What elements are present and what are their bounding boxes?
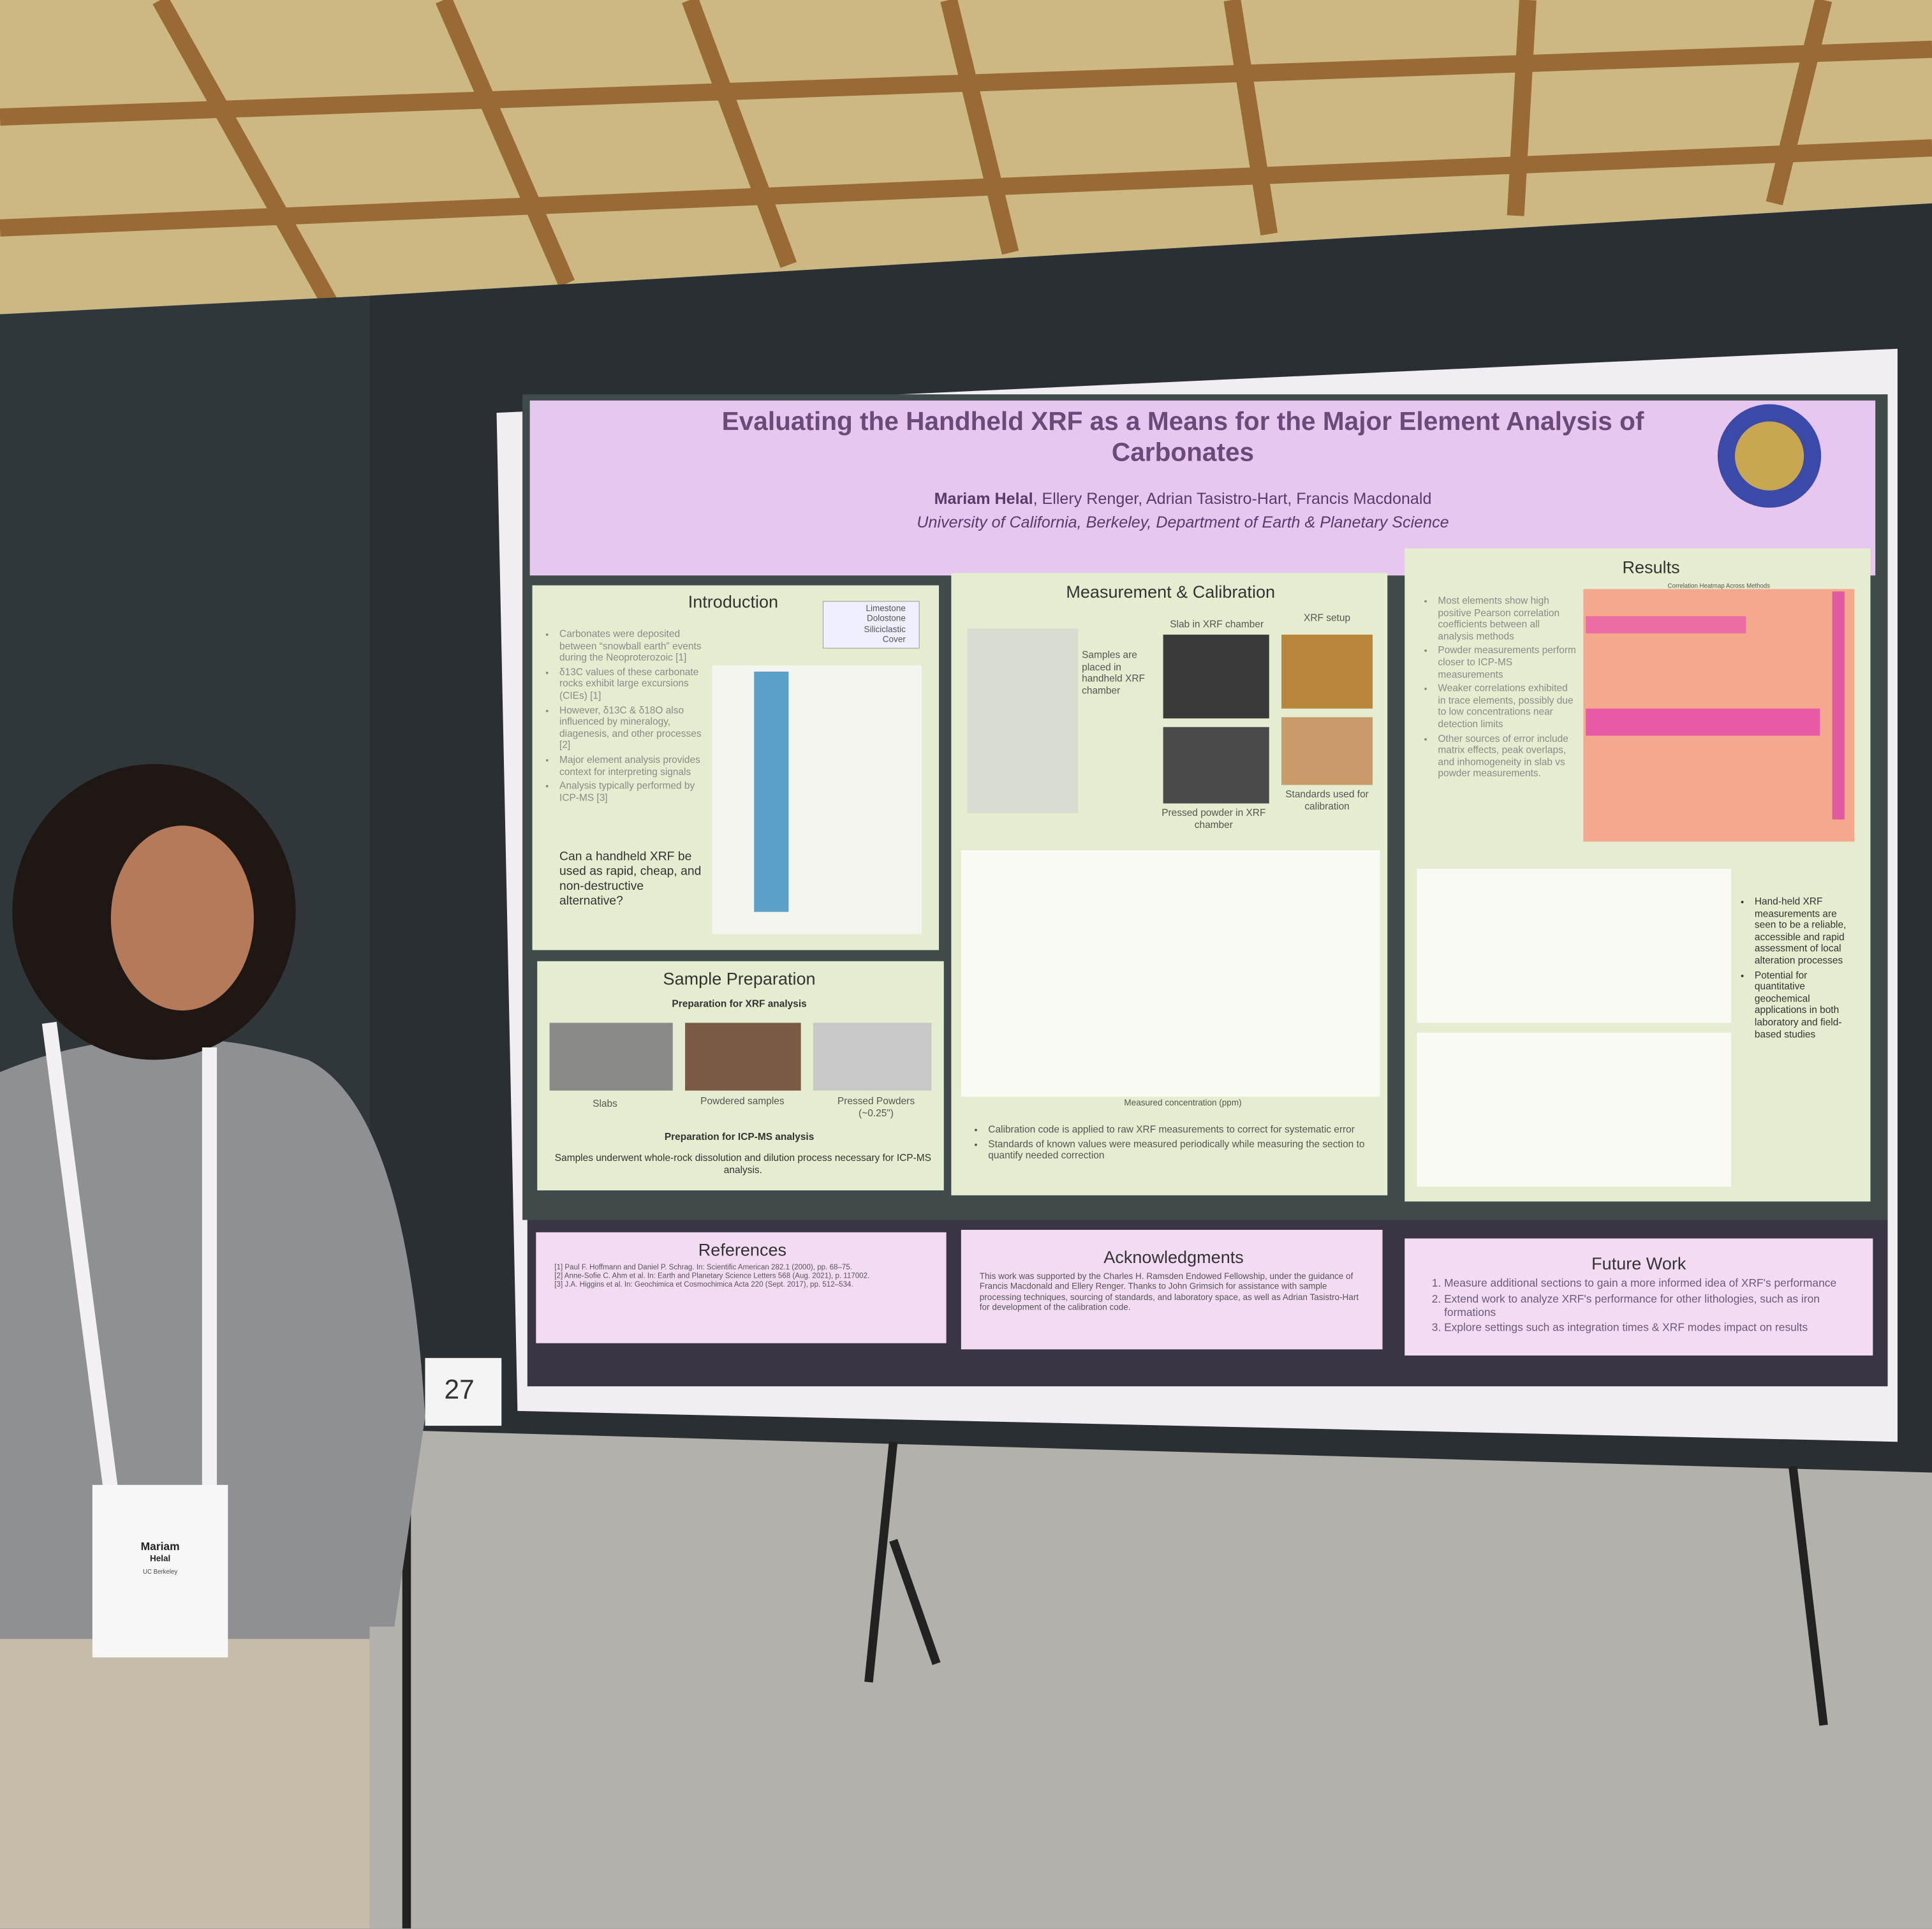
- heatmap-scale: [1832, 591, 1845, 820]
- list-item: Major element analysis provides context …: [559, 754, 707, 778]
- conclusions: Hand-held XRF measurements are seen to b…: [1740, 896, 1857, 1042]
- caption: Samples are placed in handheld XRF chamb…: [1082, 649, 1145, 697]
- strat-column: [754, 671, 789, 912]
- list-item: Limestone: [866, 605, 906, 614]
- ack-panel: [961, 1229, 1383, 1350]
- person-face: [110, 825, 254, 1011]
- section-figure: [712, 665, 922, 935]
- photo: [1163, 634, 1269, 719]
- list-item: Most elements show high positive Pearson…: [1438, 595, 1577, 642]
- legend-box: [822, 601, 920, 649]
- badge: [92, 1484, 228, 1658]
- list-item: Potential for quantitative geochemical a…: [1755, 969, 1857, 1040]
- caption: Slab in XRF chamber: [1170, 618, 1264, 630]
- poster-title: Evaluating the Handheld XRF as a Means f…: [721, 408, 1644, 468]
- badge-last: Helal: [149, 1555, 171, 1564]
- number-card: [425, 1357, 502, 1426]
- heading: Acknowledgments: [1103, 1246, 1244, 1267]
- list-item: Extend work to analyze XRF's performance…: [1444, 1292, 1854, 1319]
- measure-bullets: Calibration code is applied to raw XRF m…: [973, 1124, 1368, 1164]
- axis-label: Measured concentration (ppm): [1124, 1099, 1242, 1108]
- future-panel: [1405, 1238, 1873, 1356]
- list: Calibration code is applied to raw XRF m…: [973, 1124, 1368, 1162]
- list-item: Cover: [882, 636, 906, 645]
- photo: [1281, 634, 1373, 709]
- list-item: Measure additional sections to gain a mo…: [1444, 1276, 1854, 1290]
- references: [1] Paul F. Hoffmann and Daniel P. Schra…: [554, 1264, 936, 1291]
- caption: Powdered samples: [700, 1095, 785, 1107]
- list-item: Analysis typically performed by ICP-MS […: [559, 780, 707, 804]
- badge-first: Mariam: [140, 1540, 180, 1553]
- lead-author: Mariam Helal: [934, 489, 1033, 508]
- caption: Pressed Powders (~0.25"): [837, 1095, 915, 1119]
- xrf-drawing: [967, 628, 1079, 813]
- heading: Future Work: [1591, 1253, 1686, 1273]
- profile-plots: [1417, 1032, 1732, 1187]
- lanyard: [41, 1021, 217, 1492]
- caption: XRF setup: [1304, 612, 1351, 624]
- list: Carbonates were deposited between “snowb…: [545, 628, 707, 804]
- legend: Limestone Dolostone Siliciclastic Cover: [825, 605, 906, 647]
- heading: Measurement & Calibration: [1066, 581, 1276, 602]
- heatmap-band: [1586, 708, 1820, 736]
- list-item: Dolostone: [866, 615, 906, 625]
- heading: Introduction: [688, 591, 779, 612]
- list-item: Other sources of error include matrix ef…: [1438, 733, 1577, 780]
- list-item: Siliciclastic: [864, 625, 906, 635]
- coauthors: , Ellery Renger, Adrian Tasistro-Hart, F…: [1033, 489, 1432, 508]
- photo: [1163, 727, 1269, 804]
- photo: [813, 1023, 932, 1091]
- photo: [1281, 717, 1373, 785]
- list-item: Hand-held XRF measurements are seen to b…: [1755, 896, 1857, 966]
- future-list: Measure additional sections to gain a mo…: [1429, 1276, 1854, 1334]
- heading: Sample Preparation: [663, 968, 816, 989]
- heading: References: [698, 1239, 787, 1260]
- subheading: Preparation for ICP-MS analysis: [664, 1131, 815, 1142]
- intro-question: Can a handheld XRF be used as rapid, che…: [559, 850, 702, 908]
- list-item: [3] J.A. Higgins et al. In: Geochimica e…: [554, 1282, 853, 1290]
- heatmap-band: [1586, 616, 1746, 633]
- ceiling-beams: [0, 0, 1932, 313]
- caption: Slabs: [593, 1098, 617, 1109]
- list-item: Explore settings such as integration tim…: [1444, 1322, 1854, 1335]
- caption: Pressed powder in XRF chamber: [1161, 807, 1266, 831]
- photo: [549, 1023, 673, 1091]
- heatmap-title: Correlation Heatmap Across Methods: [1667, 582, 1771, 591]
- person-trousers: [0, 1639, 370, 1929]
- header-band: [529, 400, 1876, 576]
- list-item: Weaker correlations exhibited in trace e…: [1438, 683, 1577, 730]
- heading: Results: [1622, 557, 1680, 577]
- photo: [685, 1023, 801, 1091]
- ack-text: This work was supported by the Charles H…: [979, 1273, 1359, 1313]
- list-item: Standards of known values were measured …: [988, 1138, 1368, 1162]
- calibration-plots: [961, 850, 1380, 1097]
- list: Most elements show high positive Pearson…: [1423, 595, 1577, 780]
- badge-school: UC Berkeley: [142, 1569, 178, 1576]
- list: Hand-held XRF measurements are seen to b…: [1740, 896, 1857, 1040]
- list-item: δ13C values of these carbonate rocks exh…: [559, 667, 707, 702]
- seal-center: [1734, 421, 1804, 491]
- list-item: However, δ13C & δ18O also influenced by …: [559, 704, 707, 751]
- result-bullets: Most elements show high positive Pearson…: [1423, 595, 1577, 782]
- intro-bullets: Carbonates were deposited between “snowb…: [545, 628, 707, 806]
- caption: Standards used for calibration: [1285, 788, 1369, 812]
- list-item: Carbonates were deposited between “snowb…: [559, 628, 707, 664]
- authors: Mariam Helal, Ellery Renger, Adrian Tasi…: [690, 489, 1676, 508]
- board-number: 27: [444, 1373, 475, 1405]
- list-item: [2] Anne-Sofie C. Ahm et al. In: Earth a…: [554, 1273, 870, 1281]
- affiliation: University of California, Berkeley, Depa…: [917, 512, 1449, 531]
- scatter-plots: [1417, 868, 1732, 1023]
- ref-panel: [536, 1232, 947, 1343]
- list-item: [1] Paul F. Hoffmann and Daniel P. Schra…: [554, 1264, 853, 1272]
- list-item: Calibration code is applied to raw XRF m…: [988, 1124, 1368, 1136]
- list-item: Powder measurements perform closer to IC…: [1438, 645, 1577, 681]
- body-text: Samples underwent whole-rock dissolution…: [554, 1152, 931, 1176]
- subheading: Preparation for XRF analysis: [672, 998, 807, 1010]
- future-items: Measure additional sections to gain a mo…: [1429, 1276, 1854, 1337]
